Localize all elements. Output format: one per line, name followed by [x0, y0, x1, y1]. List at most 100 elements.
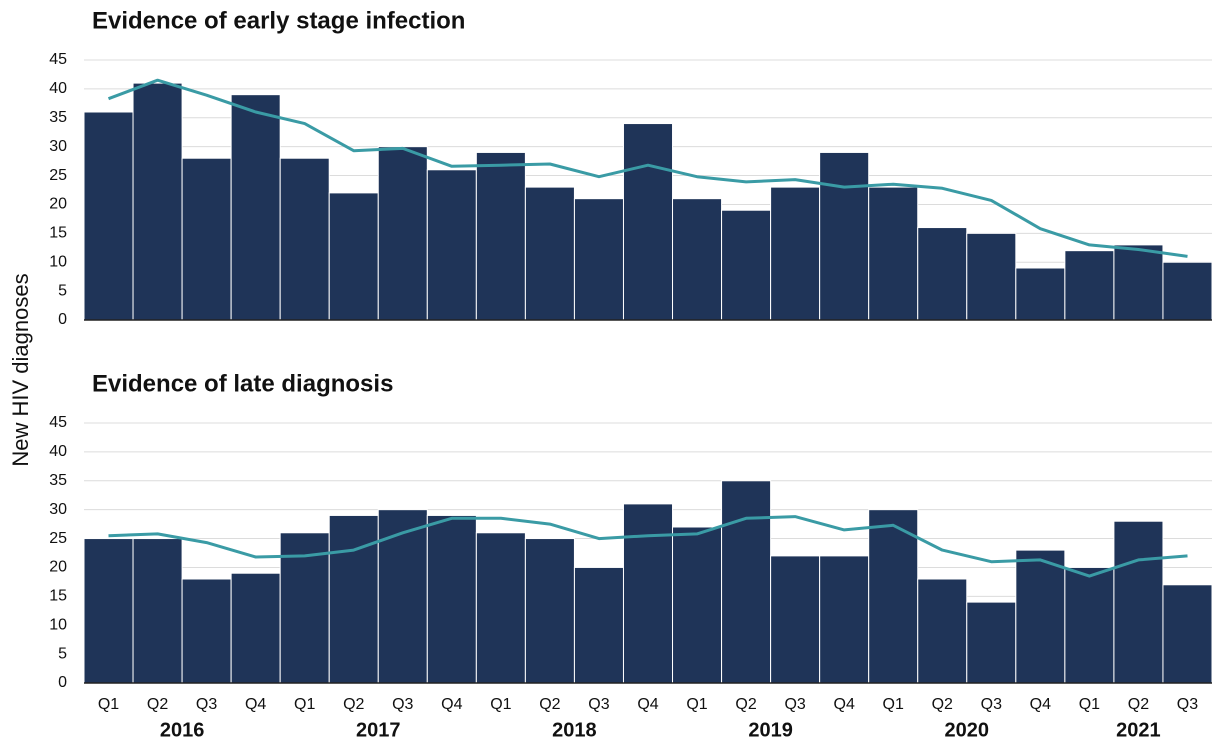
bar [181, 578, 232, 684]
chart-title: Evidence of early stage infection [92, 7, 465, 34]
bar [426, 514, 477, 684]
x-tick-label: Q2 [343, 696, 364, 713]
bar [622, 503, 674, 684]
x-tick-label: Q2 [735, 696, 756, 713]
y-tick-label: 15 [49, 225, 67, 242]
trend-line [108, 515, 1188, 578]
bar [721, 480, 772, 684]
bar [1162, 584, 1213, 684]
x-tick-label: Q3 [196, 696, 217, 713]
x-tick-label: Q1 [883, 696, 904, 713]
x-group-label: 2018 [552, 719, 597, 741]
y-tick-label: 10 [49, 616, 67, 633]
bar [83, 538, 134, 684]
bar [672, 198, 723, 321]
x-tick-label: Q3 [981, 696, 1002, 713]
y-tick-label: 0 [58, 674, 67, 691]
bar [230, 572, 281, 684]
bar [966, 601, 1017, 684]
y-tick-label: 30 [49, 501, 67, 518]
bar [377, 146, 428, 321]
x-tick-label: Q3 [1177, 696, 1198, 713]
y-axis-label: New HIV diagnoses [8, 273, 33, 466]
bar [426, 169, 477, 321]
y-tick-label: 5 [58, 645, 67, 662]
x-tick-label: Q1 [1079, 696, 1100, 713]
x-tick-label: Q3 [588, 696, 609, 713]
x-tick-label: Q2 [147, 696, 168, 713]
x-tick-label: Q1 [294, 696, 315, 713]
bar [132, 538, 183, 684]
bar [573, 566, 624, 684]
x-group-label: 2016 [160, 719, 205, 741]
x-tick-label: Q4 [637, 696, 658, 713]
bar [279, 157, 330, 321]
x-tick-label: Q2 [1128, 696, 1149, 713]
bar [83, 111, 134, 321]
bar [230, 94, 281, 321]
bar [328, 514, 379, 684]
trend-line [107, 78, 1188, 258]
bar [721, 209, 772, 321]
bar [966, 232, 1017, 321]
bar [1162, 261, 1213, 321]
x-tick-label: Q4 [1030, 696, 1051, 713]
y-tick-label: 15 [49, 588, 67, 605]
bar [819, 555, 870, 684]
bar [1064, 566, 1115, 684]
bar [1015, 267, 1066, 321]
chart-title: Evidence of late diagnosis [92, 370, 393, 397]
x-tick-label: Q3 [392, 696, 413, 713]
bar [770, 186, 821, 321]
y-tick-label: 30 [49, 138, 67, 155]
y-tick-label: 0 [58, 311, 67, 328]
x-tick-label: Q4 [441, 696, 462, 713]
y-tick-label: 20 [49, 196, 67, 213]
x-tick-label: Q2 [539, 696, 560, 713]
x-tick-label: Q1 [98, 696, 119, 713]
bar [1113, 244, 1164, 321]
bar [1113, 520, 1164, 684]
bar [672, 526, 723, 684]
bar [377, 509, 428, 684]
y-tick-label: 45 [49, 414, 67, 431]
y-tick-label: 40 [49, 443, 67, 460]
bar [917, 227, 968, 321]
bar [868, 509, 919, 684]
x-tick-label: Q4 [834, 696, 855, 713]
bar [132, 82, 183, 321]
x-tick-label: Q2 [932, 696, 953, 713]
bar [1064, 250, 1115, 321]
x-tick-label: Q1 [490, 696, 511, 713]
y-tick-label: 25 [49, 167, 67, 184]
bar [770, 555, 821, 684]
x-group-label: 2017 [356, 719, 401, 741]
bar [1015, 549, 1066, 684]
x-group-label: 2021 [1116, 719, 1161, 741]
bar [524, 186, 575, 321]
x-tick-label: Q1 [686, 696, 707, 713]
bar [475, 532, 526, 684]
y-tick-label: 20 [49, 559, 67, 576]
y-tick-label: 35 [49, 109, 67, 126]
x-tick-label: Q4 [245, 696, 266, 713]
y-tick-label: 45 [49, 51, 67, 68]
bar [917, 578, 968, 684]
x-group-label: 2020 [945, 719, 990, 741]
bar [524, 538, 575, 684]
bar [328, 192, 379, 321]
bar [181, 157, 232, 321]
x-group-label: 2019 [748, 719, 793, 741]
bar [573, 198, 624, 321]
y-tick-label: 25 [49, 530, 67, 547]
x-tick-label: Q3 [784, 696, 805, 713]
y-tick-label: 35 [49, 472, 67, 489]
bar [475, 151, 526, 321]
y-tick-label: 5 [58, 282, 67, 299]
y-tick-label: 40 [49, 80, 67, 97]
bar [622, 123, 674, 321]
bar [868, 186, 919, 321]
bar [819, 151, 870, 321]
